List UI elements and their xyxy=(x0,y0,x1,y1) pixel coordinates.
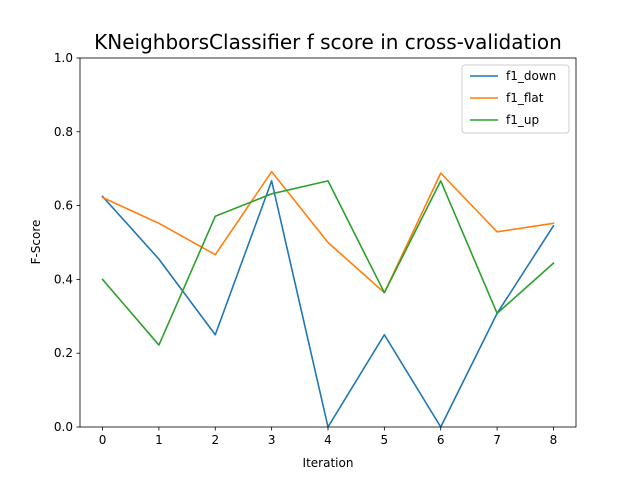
x-tick-label: 6 xyxy=(437,433,445,447)
legend-label-f1_flat: f1_flat xyxy=(506,91,544,105)
x-tick-label: 5 xyxy=(381,433,389,447)
y-tick-label: 0.2 xyxy=(54,346,73,360)
y-tick-label: 1.0 xyxy=(54,51,73,65)
legend: f1_down f1_flat f1_up xyxy=(461,64,570,134)
chart-title: KNeighborsClassifier f score in cross-va… xyxy=(94,30,562,54)
ticks-layer: 0 1 2 3 4 5 6 7 8 0.0 0.2 0.4 0.6 0.8 1.0 xyxy=(54,51,557,447)
legend-label-f1_down: f1_down xyxy=(506,69,556,83)
x-tick-label: 1 xyxy=(155,433,163,447)
y-tick-label: 0.6 xyxy=(54,199,73,213)
x-tick-label: 2 xyxy=(211,433,219,447)
y-tick-label: 0.4 xyxy=(54,272,73,286)
series-line-f1_up xyxy=(101,180,555,346)
y-tick-label: 0.8 xyxy=(54,125,73,139)
legend-box xyxy=(461,64,570,134)
y-axis-label: F-Score xyxy=(29,220,43,265)
x-tick-label: 3 xyxy=(268,433,276,447)
legend-label-f1_up: f1_up xyxy=(506,113,539,127)
y-tick-label: 0.0 xyxy=(54,420,73,434)
x-tick-label: 0 xyxy=(99,433,107,447)
series-line-f1_flat xyxy=(101,170,555,294)
x-tick-label: 4 xyxy=(324,433,332,447)
x-tick-label: 7 xyxy=(493,433,501,447)
x-axis-label: Iteration xyxy=(303,456,354,470)
x-tick-label: 8 xyxy=(550,433,558,447)
